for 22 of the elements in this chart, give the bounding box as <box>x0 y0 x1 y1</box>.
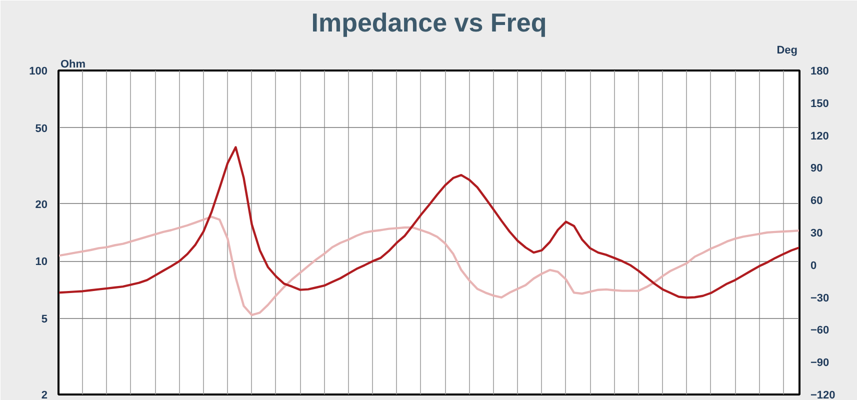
y-tick-label: 2 <box>41 390 48 400</box>
y-tick-label: 5 <box>41 314 48 326</box>
y2-tick-label: 150 <box>810 98 829 110</box>
y2-tick-label: 30 <box>810 228 823 240</box>
y-tick-label: 50 <box>35 122 48 135</box>
y2-tick-label: −90 <box>810 357 830 370</box>
y2-tick-label: 0 <box>810 260 817 272</box>
line-series <box>58 146 800 299</box>
y2-axis-title: Deg <box>776 44 798 56</box>
y2-tick-label: 180 <box>810 66 829 78</box>
chart-title: Impedance vs Freq <box>311 8 547 38</box>
y2-tick-label: −120 <box>810 390 836 400</box>
y2-tick-label: 60 <box>810 195 823 208</box>
line-series <box>58 216 800 316</box>
y-tick-label: 10 <box>35 256 48 268</box>
y2-tick-label: −60 <box>810 324 830 337</box>
y2-tick-label: 90 <box>810 162 823 175</box>
y-tick-label: 100 <box>29 66 48 78</box>
y2-tick-label: −30 <box>810 292 830 304</box>
y-axis-title: Ohm <box>60 58 86 70</box>
y-tick-label: 20 <box>35 198 48 211</box>
y2-tick-label: 120 <box>810 130 829 142</box>
